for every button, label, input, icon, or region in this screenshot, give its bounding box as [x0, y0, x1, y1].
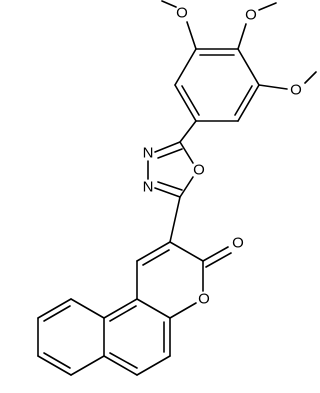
double-bond — [43, 352, 71, 369]
bond — [37, 298, 72, 319]
bond — [202, 246, 229, 262]
atom-label: N — [143, 179, 154, 196]
double-bond — [43, 305, 71, 322]
bond — [179, 141, 194, 164]
atom-label: O — [193, 162, 205, 179]
bond — [237, 48, 260, 86]
bonds — [37, 0, 317, 376]
bond — [169, 196, 181, 243]
bond — [174, 48, 197, 86]
bond — [179, 176, 194, 198]
double-bond — [142, 249, 170, 266]
double-bond — [157, 181, 183, 191]
double-bond — [109, 352, 138, 369]
bond — [103, 298, 138, 319]
atom-label: O — [176, 5, 188, 22]
bond — [136, 241, 171, 262]
bond — [70, 355, 105, 376]
atom-label: O — [232, 235, 244, 252]
bond — [37, 355, 72, 376]
bond — [258, 84, 288, 90]
bond — [169, 302, 197, 319]
double-bond — [181, 85, 200, 116]
bond — [179, 120, 197, 143]
bond — [103, 355, 138, 376]
bond — [169, 241, 204, 262]
bond — [174, 84, 197, 122]
atom-label: O — [290, 82, 302, 99]
bond — [154, 141, 181, 153]
bond — [70, 298, 105, 319]
bond — [154, 187, 181, 198]
atom-label: N — [143, 145, 154, 162]
atom-label: O — [198, 291, 210, 308]
bond — [258, 2, 277, 11]
double-bond — [234, 85, 253, 116]
double-bond — [109, 305, 137, 322]
bond — [186, 21, 197, 50]
atom-labels: O O O N N O O O — [143, 5, 302, 308]
double-bond — [157, 148, 183, 159]
bond — [237, 84, 260, 122]
atom-label: O — [245, 7, 257, 24]
bond — [136, 298, 171, 319]
bond — [161, 0, 177, 8]
bond — [136, 355, 171, 376]
bond — [304, 71, 317, 84]
bond — [237, 23, 247, 50]
double-bond — [205, 252, 232, 268]
